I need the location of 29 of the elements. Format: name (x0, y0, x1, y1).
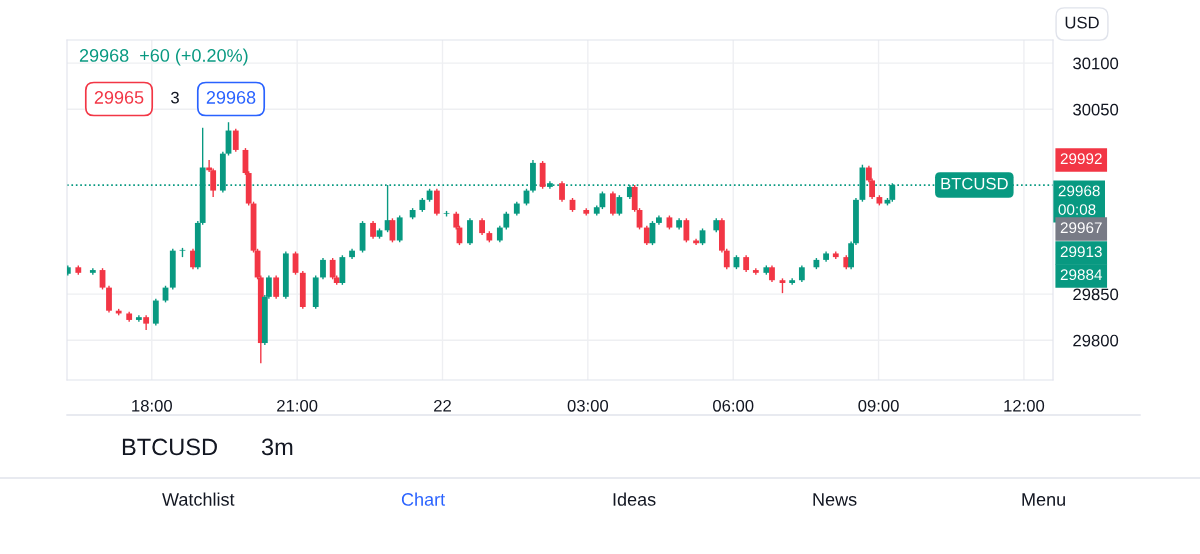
x-tick-label: 09:00 (858, 399, 899, 412)
y-tick-label: 29800 (1073, 334, 1119, 347)
text: 29992 (1060, 153, 1102, 165)
y-axis-title: USD (1065, 16, 1099, 29)
annotation: 29965 (94, 91, 144, 104)
text: 29967 (1060, 222, 1102, 234)
text: Watchlist (162, 492, 235, 506)
text: Chart (401, 492, 446, 506)
x-tick-label: 18:00 (132, 399, 172, 412)
text: News (813, 493, 857, 506)
annotation: 29968 +60 (+0.20%) (79, 48, 248, 66)
text: Ideas (613, 492, 656, 506)
y-tick-label: 29850 (1073, 288, 1119, 301)
y-tick-label: 30050 (1073, 103, 1119, 116)
text: Menu (1022, 493, 1065, 506)
x-tick-label: 06:00 (713, 399, 754, 412)
annotation: BTCUSD (941, 177, 1008, 190)
text: BTCUSD (122, 438, 217, 456)
text: 29884 (1060, 269, 1103, 281)
x-tick-label: 12:00 (1004, 399, 1045, 412)
text: 3m (261, 438, 293, 456)
x-tick-label: 03:00 (567, 399, 609, 412)
annotation: 3 (171, 91, 179, 104)
text: 29913 (1060, 246, 1102, 258)
annotation: 29968 (206, 91, 256, 104)
y-tick-label: 30100 (1073, 57, 1119, 70)
x-tick-label: 21:00 (277, 399, 318, 412)
ref-line-label: 29968 00:08 (1058, 185, 1100, 215)
x-tick-label: 22 (434, 399, 451, 412)
